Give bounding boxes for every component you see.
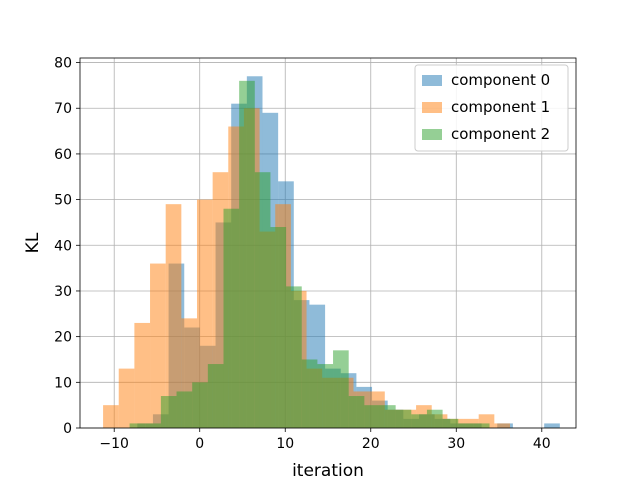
histogram-bar [239, 80, 255, 428]
y-tick-label: 0 [63, 421, 72, 437]
histogram-bar [473, 423, 490, 428]
histogram-bar [145, 423, 161, 428]
legend: component 0 component 1 component 2 [414, 64, 569, 152]
y-tick-label: 30 [54, 284, 72, 300]
histogram-bar [494, 423, 510, 428]
histogram-bar [458, 423, 474, 428]
x-axis-label: iteration [292, 461, 364, 480]
y-tick-label: 10 [54, 375, 72, 391]
axis-ticks: −10 0 10 20 30 40 0 10 20 30 40 50 60 70 80 [54, 56, 551, 452]
x-tick-label: −10 [99, 436, 129, 452]
histogram-bar [426, 409, 443, 428]
histogram-bar [395, 409, 412, 428]
x-tick-label: 20 [362, 436, 380, 452]
histogram-bar [317, 364, 334, 428]
legend-label: component 2 [451, 125, 550, 143]
histogram-bar [442, 418, 459, 428]
histogram-bar [118, 368, 135, 428]
y-tick-label: 70 [54, 101, 72, 117]
histogram-bars [103, 76, 560, 428]
histogram-bar [207, 364, 224, 428]
histogram-bar [150, 263, 166, 428]
plot-frame [79, 57, 577, 429]
y-tick-label: 20 [54, 330, 72, 346]
legend-swatch [422, 102, 442, 113]
x-tick-label: 30 [447, 436, 465, 452]
histogram-bar [254, 172, 271, 428]
histogram-bar [301, 359, 318, 428]
histogram-bar [129, 423, 146, 428]
histogram-bar [348, 396, 365, 428]
legend-label: component 1 [451, 98, 550, 116]
histogram-bar [176, 391, 193, 428]
histogram-bar [160, 396, 177, 428]
legend-swatch [422, 129, 442, 140]
legend-label: component 0 [451, 71, 550, 89]
histogram-bar [223, 208, 240, 428]
y-tick-label: 50 [54, 193, 72, 209]
y-tick-label: 60 [54, 147, 72, 163]
x-tick-label: 10 [276, 436, 294, 452]
histogram-bar [286, 286, 302, 428]
histogram-bar [379, 405, 396, 428]
y-axis-label: KL [23, 232, 43, 253]
histogram-bar [103, 405, 119, 428]
histogram-bar [364, 405, 380, 428]
histogram-bar [270, 227, 287, 428]
histogram-bar [411, 414, 427, 428]
y-tick-label: 80 [54, 56, 72, 72]
histogram-bar [192, 382, 208, 428]
x-tick-label: 0 [195, 436, 204, 452]
x-tick-label: 40 [533, 436, 551, 452]
histogram-bar [544, 423, 560, 428]
histogram-bar [134, 322, 151, 428]
y-tick-label: 40 [54, 238, 72, 254]
legend-box [414, 64, 569, 152]
histogram-bar [333, 350, 349, 428]
series-2-bars [129, 80, 490, 428]
legend-swatch [422, 75, 442, 86]
histogram-bar [165, 204, 182, 428]
